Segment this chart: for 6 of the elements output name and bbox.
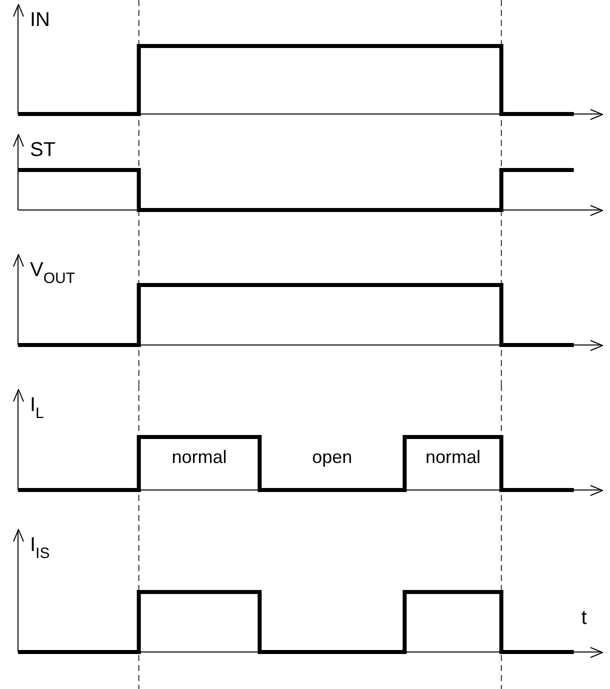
annotation: open [312, 447, 352, 467]
x-axis-title: t [581, 607, 588, 629]
y-axis-title: ST [30, 139, 56, 161]
y-axis-title: IN [30, 9, 50, 31]
annotation: normal [425, 447, 481, 467]
annotation: normal [172, 447, 227, 467]
